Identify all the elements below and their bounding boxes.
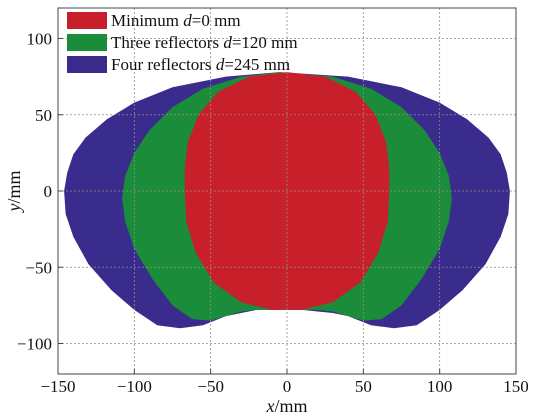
x-tick-label: −150 (40, 377, 75, 396)
x-tick-label: 100 (427, 377, 453, 396)
x-axis-label: x/mm (265, 396, 307, 416)
y-axis-label: y/mm (4, 170, 24, 213)
legend-entry: Four reflectors d=245 mm (111, 55, 290, 74)
x-tick-label: 150 (503, 377, 529, 396)
legend-swatch (67, 34, 107, 51)
x-tick-label: 50 (355, 377, 372, 396)
y-tick-label: −100 (17, 335, 52, 354)
y-tick-label: 0 (44, 182, 53, 201)
x-tick-label: −100 (117, 377, 152, 396)
x-tick-label: 0 (283, 377, 292, 396)
plot-frame (57, 7, 517, 375)
y-tick-label: 50 (35, 106, 52, 125)
y-tick-label: −50 (25, 258, 52, 277)
legend-entry: Three reflectors d=120 mm (111, 33, 298, 52)
legend-entry: Minimum d=0 mm (111, 11, 241, 30)
y-tick-label: 100 (27, 30, 53, 49)
legend-swatch (67, 12, 107, 29)
legend-swatch (67, 56, 107, 73)
x-tick-label: −50 (197, 377, 224, 396)
